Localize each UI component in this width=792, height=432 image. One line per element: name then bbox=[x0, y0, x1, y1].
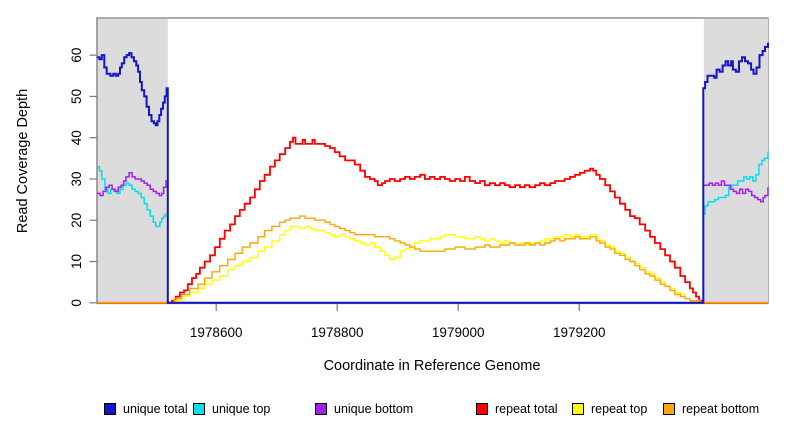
plot-area: 1978600 1978800 1979000 1979200 0 10 20 30 40 50 6… bbox=[69, 17, 769, 340]
series-unique-total bbox=[97, 42, 769, 304]
x-tick-label: 1978600 bbox=[190, 325, 243, 340]
shaded-region-left bbox=[97, 18, 168, 304]
series-unique-bottom bbox=[97, 172, 769, 304]
series-repeat-bottom bbox=[97, 215, 768, 304]
series-unique-top bbox=[97, 152, 769, 304]
x-tick-label: 1979000 bbox=[432, 325, 485, 340]
shaded-region-right bbox=[703, 18, 768, 304]
plot-frame bbox=[96, 17, 769, 305]
x-tick-label: 1978800 bbox=[311, 325, 364, 340]
y-tick-label: 10 bbox=[69, 254, 84, 269]
y-tick-label: 60 bbox=[69, 48, 84, 63]
y-tick-label: 0 bbox=[69, 299, 84, 307]
y-tick-label: 20 bbox=[69, 213, 84, 228]
x-tick-label: 1979200 bbox=[553, 325, 606, 340]
y-tick-label: 40 bbox=[69, 130, 84, 145]
y-axis-title: Read Coverage Depth bbox=[15, 89, 31, 233]
x-axis-title: Coordinate in Reference Genome bbox=[324, 358, 541, 374]
y-tick-label: 30 bbox=[69, 171, 84, 186]
y-tick-label: 50 bbox=[69, 89, 84, 104]
series-repeat-top bbox=[97, 225, 768, 304]
series-repeat-total bbox=[97, 136, 768, 304]
